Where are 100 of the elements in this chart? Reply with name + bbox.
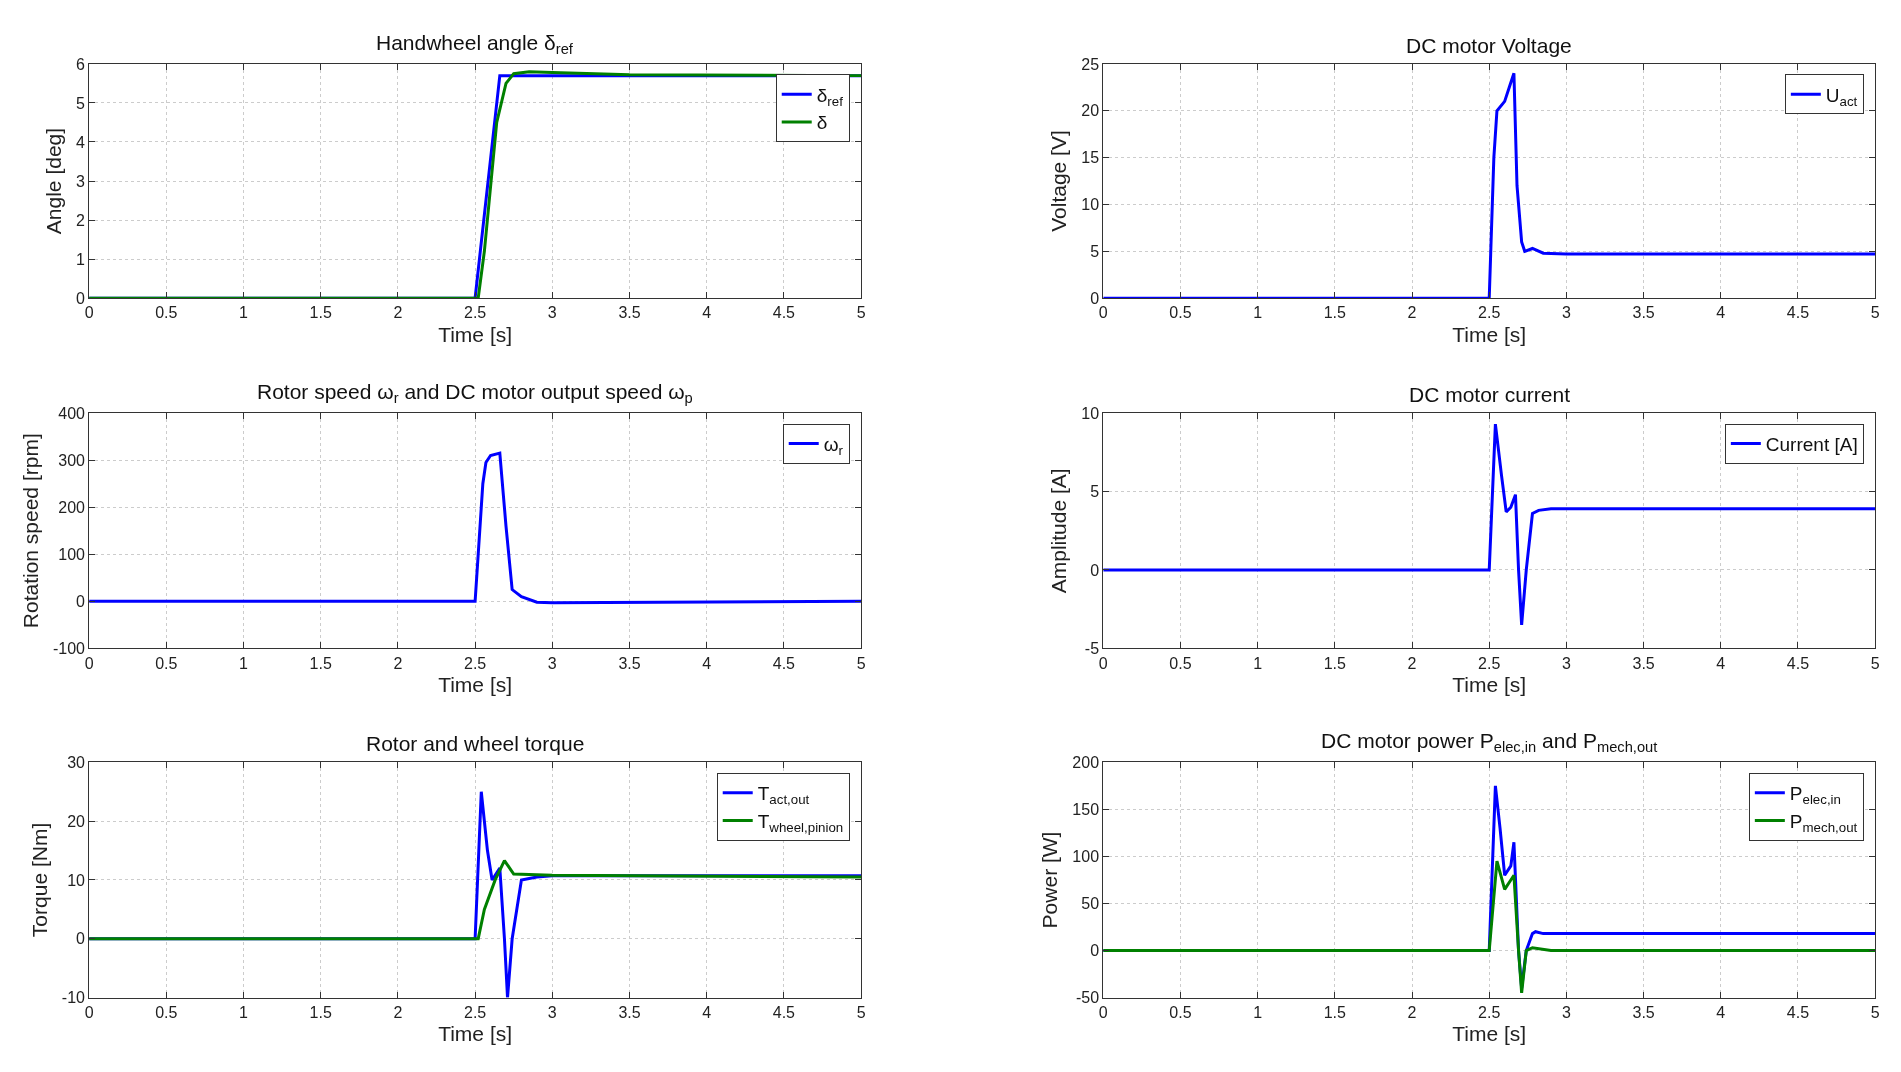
legend-label: δ	[816, 112, 828, 134]
y-axis-title: Amplitude [A]	[1047, 468, 1071, 594]
y-tick-label: 5	[76, 94, 86, 112]
x-tick-label: 4	[702, 654, 712, 672]
legend-label: T$_{wheel,pinion}$	[757, 810, 844, 835]
y-tick-label: 3	[76, 172, 86, 190]
x-tick-label: 1	[1253, 304, 1263, 322]
x-tick-label: 2.5	[463, 654, 487, 672]
x-tick-label: 1.5	[1323, 304, 1347, 322]
y-tick-label: 0	[76, 592, 86, 610]
chart-title: DC motor current	[1409, 383, 1571, 406]
x-tick-label: 3.5	[1632, 654, 1655, 672]
y-tick-label: 10	[1081, 196, 1100, 214]
x-tick-label: 2.5	[1478, 304, 1501, 322]
x-tick-label: 2.5	[463, 1003, 487, 1021]
y-tick-label: 5	[1090, 242, 1100, 260]
x-tick-label: 2	[393, 304, 403, 322]
x-tick-label: 3.5	[1632, 304, 1655, 322]
x-tick-label: 3	[1561, 1003, 1571, 1021]
y-tick-label: -100	[52, 639, 86, 657]
x-tick-label: 3.5	[618, 304, 641, 322]
y-tick-label: 150	[1072, 800, 1100, 818]
x-tick-label: 4	[1716, 1003, 1726, 1021]
legend-label: Current [A]	[1765, 433, 1858, 455]
x-tick-label: 1.5	[309, 654, 332, 672]
y-tick-label: 200	[1072, 753, 1100, 771]
x-tick-label: 5	[1870, 1003, 1880, 1021]
x-tick-label: 3.5	[618, 654, 641, 672]
y-tick-label: 6	[76, 55, 86, 73]
x-tick-label: 1	[1253, 1003, 1263, 1021]
y-tick-label: 1	[76, 250, 86, 268]
x-axis-title: Time [s]	[1452, 672, 1527, 696]
y-tick-label: 5	[1090, 483, 1100, 501]
chart-title: DC motor power P$_{elec,in}$ and P$_{mech,out}$	[1321, 729, 1658, 756]
x-tick-label: 3	[547, 1003, 557, 1021]
y-tick-label: 100	[1072, 848, 1100, 866]
x-tick-label: 2	[1407, 1003, 1417, 1021]
x-tick-label: 4	[702, 1003, 712, 1021]
x-tick-label: 4	[702, 304, 712, 322]
y-tick-label: 100	[58, 545, 86, 563]
y-tick-label: 20	[67, 812, 86, 830]
y-tick-label: 2	[76, 211, 86, 229]
y-tick-label: 200	[58, 498, 86, 516]
x-tick-label: 5	[856, 1003, 866, 1021]
y-axis-title: Angle [deg]	[42, 127, 66, 235]
x-axis-title: Time [s]	[438, 322, 513, 346]
y-tick-label: -50	[1075, 989, 1100, 1007]
x-tick-label: 4.5	[1786, 1003, 1810, 1021]
x-axis-title: Time [s]	[438, 672, 513, 696]
x-tick-label: 0.5	[1169, 1003, 1192, 1021]
x-tick-label: 4.5	[772, 304, 796, 322]
x-tick-label: 1.5	[309, 304, 332, 322]
y-tick-label: 0	[76, 289, 86, 307]
legend-label: T$_{act,out}$	[757, 783, 810, 808]
x-tick-label: 0.5	[1169, 304, 1192, 322]
x-tick-label: 3.5	[1632, 1003, 1655, 1021]
x-axis-title: Time [s]	[1452, 1021, 1527, 1045]
x-tick-label: 5	[1870, 654, 1880, 672]
y-tick-label: 10	[67, 871, 86, 889]
y-tick-label: 10	[1081, 404, 1100, 422]
x-tick-label: 1.5	[1323, 654, 1347, 672]
x-tick-label: 4.5	[772, 1003, 796, 1021]
x-tick-label: 0.5	[155, 1003, 178, 1021]
y-tick-label: -10	[61, 989, 86, 1007]
legend-label: δ$_{ref}$	[816, 84, 844, 109]
chart-title: DC motor Voltage	[1406, 34, 1572, 57]
x-tick-label: 2	[1407, 304, 1417, 322]
x-tick-label: 4.5	[772, 654, 796, 672]
y-tick-label: 15	[1081, 149, 1100, 167]
x-tick-label: 2.5	[463, 304, 487, 322]
y-tick-label: 4	[76, 133, 86, 151]
y-axis-title: Rotation speed [rpm]	[19, 433, 43, 629]
y-tick-label: -5	[1084, 639, 1100, 657]
x-tick-label: 2	[393, 654, 403, 672]
x-tick-label: 3.5	[618, 1003, 641, 1021]
chart-title: Rotor speed ω$_{r}$ and DC motor output speed ω$_{p}$	[257, 380, 693, 407]
x-tick-label: 1.5	[1323, 1003, 1347, 1021]
x-tick-label: 0.5	[1169, 654, 1192, 672]
y-tick-label: 20	[1081, 102, 1100, 120]
legend-label: P$_{elec,in}$	[1789, 783, 1841, 808]
chart-title: Handwheel angle δ$_{ref}$	[376, 31, 574, 58]
x-tick-label: 2.5	[1478, 654, 1501, 672]
x-axis-title: Time [s]	[1452, 322, 1527, 346]
y-tick-label: 50	[1081, 895, 1100, 913]
x-tick-label: 4.5	[1786, 304, 1810, 322]
x-tick-label: 2	[393, 1003, 403, 1021]
y-tick-label: 300	[58, 451, 86, 469]
legend-label: ω$_{r}$	[823, 433, 844, 458]
x-axis-title: Time [s]	[438, 1021, 513, 1045]
x-tick-label: 5	[1870, 304, 1880, 322]
x-tick-label: 4	[1716, 304, 1726, 322]
x-tick-label: 1	[1253, 654, 1263, 672]
x-tick-label: 2	[1407, 654, 1417, 672]
x-tick-label: 1.5	[309, 1003, 332, 1021]
x-tick-label: 1	[239, 1003, 249, 1021]
y-axis-title: Power [W]	[1038, 831, 1062, 929]
x-tick-label: 3	[1561, 654, 1571, 672]
y-tick-label: 400	[58, 404, 86, 422]
x-tick-label: 0.5	[155, 654, 178, 672]
x-tick-label: 0.5	[155, 304, 178, 322]
